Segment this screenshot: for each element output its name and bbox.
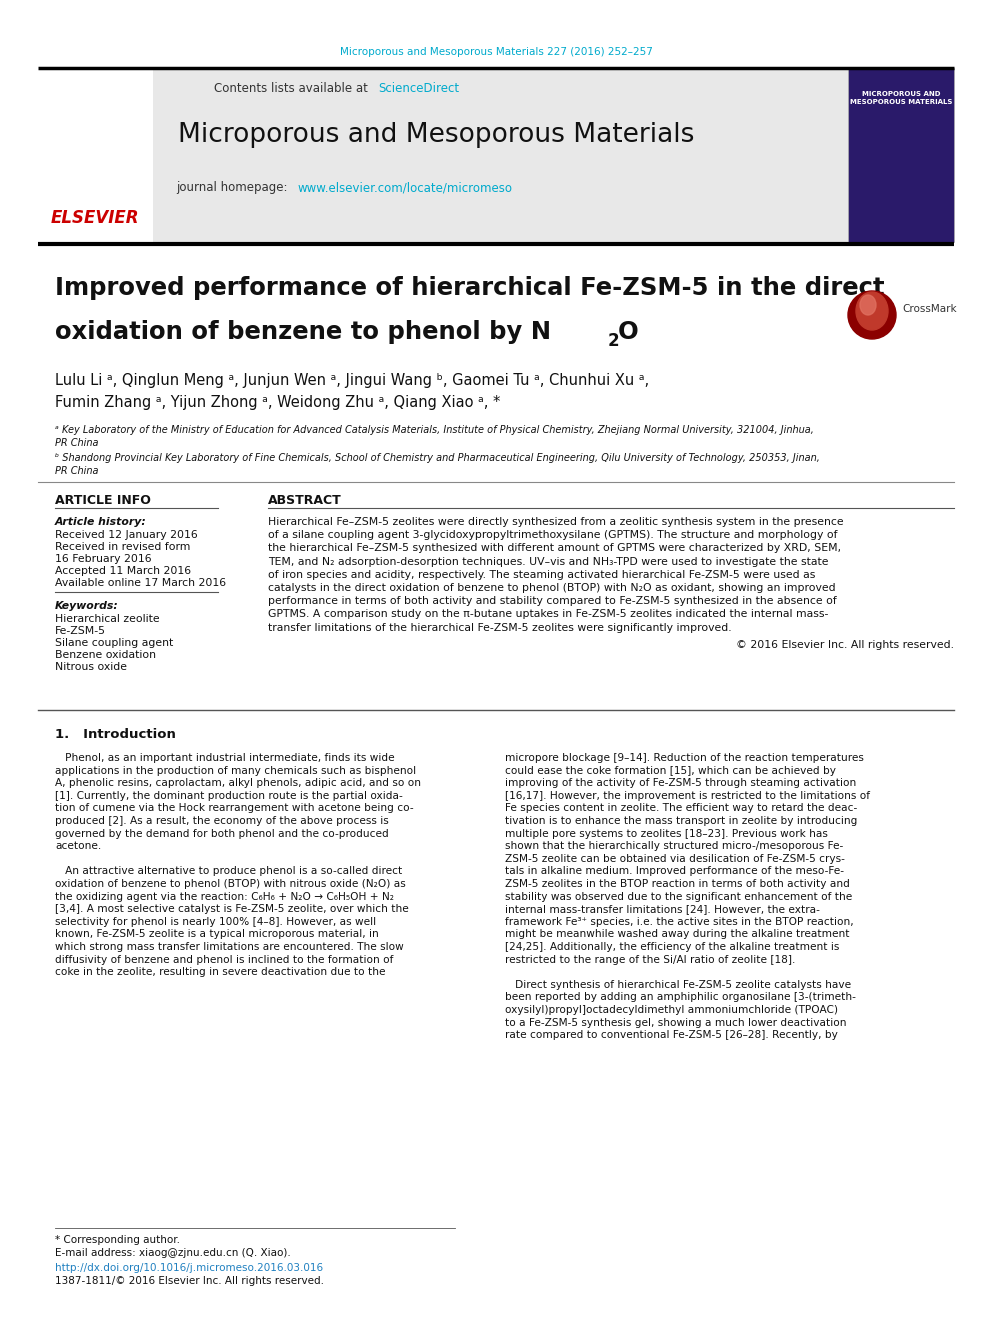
Text: performance in terms of both activity and stability compared to Fe-ZSM-5 synthes: performance in terms of both activity an… (268, 597, 836, 606)
Text: internal mass-transfer limitations [24]. However, the extra-: internal mass-transfer limitations [24].… (505, 904, 819, 914)
Text: Fumin Zhang ᵃ, Yijun Zhong ᵃ, Weidong Zhu ᵃ, Qiang Xiao ᵃ, *: Fumin Zhang ᵃ, Yijun Zhong ᵃ, Weidong Zh… (55, 396, 500, 410)
Text: ScienceDirect: ScienceDirect (378, 82, 459, 94)
Text: Contents lists available at: Contents lists available at (213, 82, 375, 94)
Text: Received 12 January 2016: Received 12 January 2016 (55, 531, 197, 540)
Text: Lulu Li ᵃ, Qinglun Meng ᵃ, Junjun Wen ᵃ, Jingui Wang ᵇ, Gaomei Tu ᵃ, Chunhui Xu : Lulu Li ᵃ, Qinglun Meng ᵃ, Junjun Wen ᵃ,… (55, 373, 649, 388)
Bar (848, 67, 954, 242)
Text: shown that the hierarchically structured micro-/mesoporous Fe-: shown that the hierarchically structured… (505, 841, 843, 851)
Bar (38, 67, 153, 242)
Text: www.elsevier.com/locate/micromeso: www.elsevier.com/locate/micromeso (298, 181, 513, 194)
Text: known, Fe-ZSM-5 zeolite is a typical microporous material, in: known, Fe-ZSM-5 zeolite is a typical mic… (55, 929, 379, 939)
Text: journal homepage:: journal homepage: (176, 181, 295, 194)
Text: Fe-ZSM-5: Fe-ZSM-5 (55, 626, 106, 636)
Text: E-mail address: xiaog@zjnu.edu.cn (Q. Xiao).: E-mail address: xiaog@zjnu.edu.cn (Q. Xi… (55, 1248, 291, 1258)
Text: Nitrous oxide: Nitrous oxide (55, 662, 127, 672)
Text: ABSTRACT: ABSTRACT (268, 493, 342, 507)
Text: Hierarchical Fe–ZSM-5 zeolites were directly synthesized from a zeolitic synthes: Hierarchical Fe–ZSM-5 zeolites were dire… (268, 517, 843, 527)
Text: TEM, and N₂ adsorption-desorption techniques. UV–vis and NH₃-TPD were used to in: TEM, and N₂ adsorption-desorption techni… (268, 557, 828, 566)
Text: which strong mass transfer limitations are encountered. The slow: which strong mass transfer limitations a… (55, 942, 404, 953)
Text: tion of cumene via the Hock rearrangement with acetone being co-: tion of cumene via the Hock rearrangemen… (55, 803, 414, 814)
Text: might be meanwhile washed away during the alkaline treatment: might be meanwhile washed away during th… (505, 929, 849, 939)
Text: © 2016 Elsevier Inc. All rights reserved.: © 2016 Elsevier Inc. All rights reserved… (736, 640, 954, 650)
Text: restricted to the range of the Si/Al ratio of zeolite [18].: restricted to the range of the Si/Al rat… (505, 955, 796, 964)
Text: O: O (618, 320, 639, 344)
Text: produced [2]. As a result, the economy of the above process is: produced [2]. As a result, the economy o… (55, 816, 389, 826)
Text: multiple pore systems to zeolites [18–23]. Previous work has: multiple pore systems to zeolites [18–23… (505, 828, 828, 839)
Text: PR China: PR China (55, 466, 98, 476)
Text: Microporous and Mesoporous Materials 227 (2016) 252–257: Microporous and Mesoporous Materials 227… (339, 48, 653, 57)
Text: oxidation of benzene to phenol by N: oxidation of benzene to phenol by N (55, 320, 552, 344)
Text: ZSM-5 zeolite can be obtained via desilication of Fe-ZSM-5 crys-: ZSM-5 zeolite can be obtained via desili… (505, 853, 845, 864)
Text: Improved performance of hierarchical Fe-ZSM-5 in the direct: Improved performance of hierarchical Fe-… (55, 277, 885, 300)
Text: Benzene oxidation: Benzene oxidation (55, 650, 156, 660)
Text: tals in alkaline medium. Improved performance of the meso-Fe-: tals in alkaline medium. Improved perfor… (505, 867, 844, 876)
Text: 2: 2 (608, 332, 620, 351)
Text: 16 February 2016: 16 February 2016 (55, 554, 152, 564)
Text: been reported by adding an amphiphilic organosilane [3-(trimeth-: been reported by adding an amphiphilic o… (505, 992, 856, 1003)
Text: Available online 17 March 2016: Available online 17 March 2016 (55, 578, 226, 587)
Text: A, phenolic resins, caprolactam, alkyl phenols, adipic acid, and so on: A, phenolic resins, caprolactam, alkyl p… (55, 778, 421, 789)
Text: oxysilyl)propyl]octadecyldimethyl ammoniumchloride (TPOAC): oxysilyl)propyl]octadecyldimethyl ammoni… (505, 1005, 838, 1015)
Text: 1387-1811/© 2016 Elsevier Inc. All rights reserved.: 1387-1811/© 2016 Elsevier Inc. All right… (55, 1275, 324, 1286)
Text: http://dx.doi.org/10.1016/j.micromeso.2016.03.016: http://dx.doi.org/10.1016/j.micromeso.20… (55, 1263, 323, 1273)
Text: the oxidizing agent via the reaction: C₆H₆ + N₂O → C₆H₅OH + N₂: the oxidizing agent via the reaction: C₆… (55, 892, 394, 901)
Text: [24,25]. Additionally, the efficiency of the alkaline treatment is: [24,25]. Additionally, the efficiency of… (505, 942, 839, 953)
Text: to a Fe-ZSM-5 synthesis gel, showing a much lower deactivation: to a Fe-ZSM-5 synthesis gel, showing a m… (505, 1017, 846, 1028)
Ellipse shape (860, 295, 876, 315)
Text: the hierarchical Fe–ZSM-5 synthesized with different amount of GPTMS were charac: the hierarchical Fe–ZSM-5 synthesized wi… (268, 544, 841, 553)
Text: ᵃ Key Laboratory of the Ministry of Education for Advanced Catalysis Materials, : ᵃ Key Laboratory of the Ministry of Educ… (55, 425, 813, 435)
Text: acetone.: acetone. (55, 841, 101, 851)
Text: diffusivity of benzene and phenol is inclined to the formation of: diffusivity of benzene and phenol is inc… (55, 955, 394, 964)
Text: ᵇ Shandong Provincial Key Laboratory of Fine Chemicals, School of Chemistry and : ᵇ Shandong Provincial Key Laboratory of … (55, 452, 819, 463)
Text: [3,4]. A most selective catalyst is Fe-ZSM-5 zeolite, over which the: [3,4]. A most selective catalyst is Fe-Z… (55, 904, 409, 914)
Text: Received in revised form: Received in revised form (55, 542, 190, 552)
Text: [16,17]. However, the improvement is restricted to the limitations of: [16,17]. However, the improvement is res… (505, 791, 870, 800)
Text: tivation is to enhance the mass transport in zeolite by introducing: tivation is to enhance the mass transpor… (505, 816, 857, 826)
Text: transfer limitations of the hierarchical Fe-ZSM-5 zeolites were significantly im: transfer limitations of the hierarchical… (268, 623, 732, 632)
Text: Keywords:: Keywords: (55, 601, 119, 611)
Text: of iron species and acidity, respectively. The steaming activated hierarchical F: of iron species and acidity, respectivel… (268, 570, 815, 579)
Text: Direct synthesis of hierarchical Fe-ZSM-5 zeolite catalysts have: Direct synthesis of hierarchical Fe-ZSM-… (505, 980, 851, 990)
Text: CrossMark: CrossMark (902, 304, 956, 314)
Text: coke in the zeolite, resulting in severe deactivation due to the: coke in the zeolite, resulting in severe… (55, 967, 386, 978)
Text: catalysts in the direct oxidation of benzene to phenol (BTOP) with N₂O as oxidan: catalysts in the direct oxidation of ben… (268, 583, 835, 593)
Text: rate compared to conventional Fe-ZSM-5 [26–28]. Recently, by: rate compared to conventional Fe-ZSM-5 [… (505, 1031, 838, 1040)
Text: stability was observed due to the significant enhancement of the: stability was observed due to the signif… (505, 892, 852, 901)
Text: ARTICLE INFO: ARTICLE INFO (55, 493, 151, 507)
Text: of a silane coupling agent 3-glycidoxypropyltrimethoxysilane (GPTMS). The struct: of a silane coupling agent 3-glycidoxypr… (268, 531, 837, 540)
Text: Accepted 11 March 2016: Accepted 11 March 2016 (55, 566, 191, 576)
Circle shape (848, 291, 896, 339)
Text: selectivity for phenol is nearly 100% [4–8]. However, as well: selectivity for phenol is nearly 100% [4… (55, 917, 376, 927)
Text: Phenol, as an important industrial intermediate, finds its wide: Phenol, as an important industrial inter… (55, 753, 395, 763)
Text: * Corresponding author.: * Corresponding author. (55, 1234, 180, 1245)
Text: improving of the activity of Fe-ZSM-5 through steaming activation: improving of the activity of Fe-ZSM-5 th… (505, 778, 856, 789)
Text: PR China: PR China (55, 438, 98, 448)
Text: governed by the demand for both phenol and the co-produced: governed by the demand for both phenol a… (55, 828, 389, 839)
Text: [1]. Currently, the dominant production route is the partial oxida-: [1]. Currently, the dominant production … (55, 791, 403, 800)
Text: Microporous and Mesoporous Materials: Microporous and Mesoporous Materials (178, 122, 694, 148)
Text: Fe species content in zeolite. The efficient way to retard the deac-: Fe species content in zeolite. The effic… (505, 803, 857, 814)
Text: Silane coupling agent: Silane coupling agent (55, 638, 174, 648)
Text: could ease the coke formation [15], which can be achieved by: could ease the coke formation [15], whic… (505, 766, 836, 775)
Text: applications in the production of many chemicals such as bisphenol: applications in the production of many c… (55, 766, 416, 775)
Ellipse shape (856, 292, 888, 329)
Text: GPTMS. A comparison study on the π-butane uptakes in Fe-ZSM-5 zeolites indicated: GPTMS. A comparison study on the π-butan… (268, 610, 828, 619)
Text: Article history:: Article history: (55, 517, 147, 527)
Text: micropore blockage [9–14]. Reduction of the reaction temperatures: micropore blockage [9–14]. Reduction of … (505, 753, 864, 763)
Text: ELSEVIER: ELSEVIER (51, 209, 139, 228)
Text: 1.   Introduction: 1. Introduction (55, 729, 176, 741)
Text: ZSM-5 zeolites in the BTOP reaction in terms of both activity and: ZSM-5 zeolites in the BTOP reaction in t… (505, 878, 850, 889)
Text: framework Fe³⁺ species, i.e. the active sites in the BTOP reaction,: framework Fe³⁺ species, i.e. the active … (505, 917, 854, 927)
Text: MICROPOROUS AND
MESOPOROUS MATERIALS: MICROPOROUS AND MESOPOROUS MATERIALS (850, 91, 952, 105)
Text: oxidation of benzene to phenol (BTOP) with nitrous oxide (N₂O) as: oxidation of benzene to phenol (BTOP) wi… (55, 878, 406, 889)
Text: Hierarchical zeolite: Hierarchical zeolite (55, 614, 160, 624)
Bar (38, 67, 848, 242)
Text: An attractive alternative to produce phenol is a so-called direct: An attractive alternative to produce phe… (55, 867, 402, 876)
